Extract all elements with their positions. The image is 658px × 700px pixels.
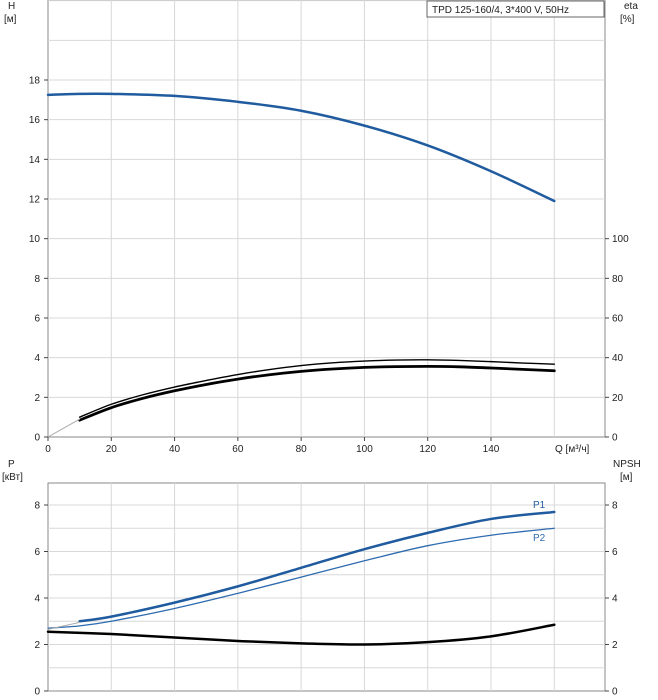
- eta-tick-label: 0: [612, 433, 618, 444]
- npsh-tick-label: 4: [612, 594, 618, 605]
- eta-axis-ticks: 0 20 40 60 80 100: [605, 234, 629, 444]
- p2-power-curve: [47, 527, 555, 629]
- head-axis-unit: [м]: [4, 14, 17, 25]
- eta-tick-label: 40: [612, 353, 624, 364]
- efficiency-curve-thin: [78, 359, 555, 418]
- power-axis-unit: [кВт]: [2, 472, 23, 483]
- npsh-axis-ticks: 0 2 4 6 8: [605, 501, 618, 698]
- power-tick-label: 4: [34, 594, 40, 605]
- head-tick-label: 2: [34, 393, 40, 404]
- power-tick-label: 6: [34, 547, 40, 558]
- chart-title: TPD 125-160/4, 3*400 V, 50Hz: [432, 5, 569, 16]
- head-tick-label: 14: [29, 155, 41, 166]
- flow-tick-label: 100: [356, 444, 373, 455]
- eta-tick-label: 100: [612, 234, 629, 245]
- npsh-tick-label: 0: [612, 687, 618, 698]
- eta-axis-unit: [%]: [620, 14, 635, 25]
- flow-tick-label: 0: [45, 444, 51, 455]
- bottom-plot-frame: [47, 482, 606, 692]
- head-axis-ticks: 0 2 4 6 8 10 12 14 16 18: [29, 76, 48, 444]
- head-tick-label: 4: [34, 353, 40, 364]
- head-tick-label: 16: [29, 115, 41, 126]
- efficiency-extrapolation: [47, 418, 81, 438]
- title-box: [426, 0, 605, 18]
- flow-tick-label: 80: [296, 444, 308, 455]
- head-tick-label: 8: [34, 274, 40, 285]
- npsh-tick-label: 2: [612, 640, 618, 651]
- npsh-axis-unit: [м]: [620, 472, 633, 483]
- head-tick-label: 6: [34, 314, 40, 325]
- npsh-tick-label: 6: [612, 547, 618, 558]
- flow-tick-label: 20: [106, 444, 118, 455]
- top-series-group: [46, 92, 556, 438]
- flow-tick-label: 40: [169, 444, 181, 455]
- top-gridlines: [48, 0, 605, 437]
- head-tick-label: 18: [29, 76, 41, 87]
- head-tick-label: 10: [29, 234, 41, 245]
- flow-tick-label: 60: [232, 444, 244, 455]
- power-tick-label: 0: [34, 687, 40, 698]
- npsh-curve: [46, 623, 556, 646]
- head-tick-label: 0: [34, 433, 40, 444]
- efficiency-curve-thick: [78, 364, 556, 422]
- eta-tick-label: 80: [612, 274, 624, 285]
- p1-power-curve: [78, 510, 556, 623]
- eta-axis-label: eta: [624, 1, 638, 12]
- head-tick-label: 12: [29, 195, 41, 206]
- flow-axis-label: Q [м³/ч]: [555, 444, 590, 455]
- flow-tick-label: 140: [483, 444, 500, 455]
- top-plot-frame: [47, 0, 606, 438]
- power-tick-label: 8: [34, 501, 40, 512]
- flow-tick-label: 120: [419, 444, 436, 455]
- power-npsh-panel: 0 2 4 6 8 0 2 4 6 8 P [кВт] NPSH [м] P1 P2: [2, 459, 641, 698]
- power-axis-ticks: 0 2 4 6 8: [34, 501, 48, 698]
- flow-axis-ticks: 0 20 40 60 80 100 120 140: [45, 437, 500, 455]
- p2-series-label: P2: [533, 533, 546, 544]
- eta-tick-label: 60: [612, 314, 624, 325]
- head-efficiency-panel: 0 2 4 6 8 10 12 14 16 18 0 20 40 60 80 100 0 20 40 60 80 10…: [4, 0, 638, 455]
- power-tick-label: 2: [34, 640, 40, 651]
- head-axis-label: H: [8, 1, 15, 12]
- bottom-series-group: [46, 510, 556, 646]
- eta-tick-label: 20: [612, 393, 624, 404]
- npsh-tick-label: 8: [612, 501, 618, 512]
- power-extrapolation: [47, 621, 81, 630]
- p1-series-label: P1: [533, 500, 546, 511]
- npsh-axis-label: NPSH: [613, 459, 641, 470]
- head-curve: [46, 92, 556, 203]
- power-axis-label: P: [8, 459, 15, 470]
